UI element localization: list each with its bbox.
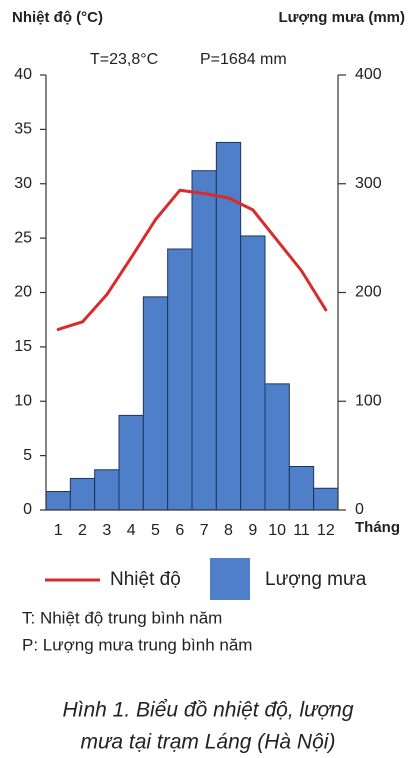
x-tick-label: 2 [78,522,87,539]
y-tick-label: 25 [14,229,32,246]
x-tick-label: 3 [102,522,111,539]
y-tick-label: 0 [23,501,32,518]
x-tick-label: 9 [248,522,257,539]
caption: Hình 1. Biểu đồ nhiệt độ, lượng [62,699,353,722]
bar [142,296,169,511]
x-tick-label: 6 [175,522,184,539]
y-tick-label: 35 [14,121,32,138]
x-tick-label: 8 [224,522,233,539]
y2-tick-label: 200 [355,284,382,301]
bar [69,477,96,511]
note: P: Lượng mưa trung bình năm [22,635,252,654]
x-axis-title: Tháng [355,519,400,536]
y-tick-label: 20 [14,284,32,301]
bar [264,383,290,511]
legend-label: Nhiệt độ [110,569,181,590]
y2-tick-label: 300 [355,175,382,192]
legend-label: Lượng mưa [265,569,367,590]
bar [118,414,144,511]
bar [288,466,315,511]
y-tick-label: 10 [14,392,32,409]
y-tick-label: 5 [23,447,32,464]
caption: mưa tại trạm Láng (Hà Nội) [81,731,336,754]
bar [94,469,120,511]
x-tick-label: 1 [54,522,63,539]
y-tick-label: 15 [14,338,32,355]
annotation: P=1684 mm [200,51,287,68]
x-tick-label: 12 [317,522,335,539]
y2-tick-label: 100 [355,392,382,409]
x-tick-label: 7 [200,522,209,539]
bar [240,235,266,511]
y2-tick-label: 400 [355,66,382,83]
bar [191,170,217,511]
x-tick-label: 4 [127,522,136,539]
bar [313,487,339,511]
bar [167,248,193,511]
y2-tick-label: 0 [355,501,364,518]
y-tick-label: 30 [14,175,32,192]
note: T: Nhiệt độ trung bình năm [22,608,222,627]
y-tick-label: 40 [14,66,32,83]
y2-axis-title: Lượng mưa (mm) [278,9,405,26]
x-tick-label: 10 [268,522,286,539]
line [56,188,328,331]
legend-swatch [210,558,250,600]
y-axis-title: Nhiệt độ (°C) [12,9,103,26]
bar [45,491,71,511]
x-tick-label: 11 [293,522,310,539]
x-tick-label: 5 [151,522,160,539]
annotation: T=23,8°C [90,51,158,68]
